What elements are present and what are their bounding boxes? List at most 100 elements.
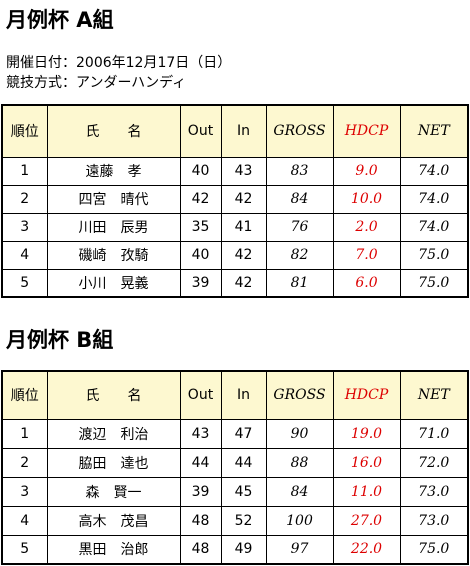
cell: 41 [220,212,267,242]
cell: 40 [179,156,222,186]
header-cell: GROSS [265,104,334,158]
data-row: 1 遠藤 孝 40 43 83 9.0 74.0 [1,156,469,186]
cell: 2 [1,184,48,214]
cell: 42 [220,240,267,270]
cell: 4 [1,505,48,536]
cell: 川田 辰男 [46,212,181,242]
cell: 83 [265,156,334,186]
cell: 42 [220,184,267,214]
cell: 90 [265,418,334,449]
header-cell: HDCP [332,370,401,420]
header-cell: Out [179,370,222,420]
cell: 75.0 [399,268,469,298]
results-table: 順位氏 名 Out In GROSS HDCP NET 1 遠藤 孝 40 43 83 9.0 74.0… [1,104,469,298]
cell: 52 [220,505,267,536]
cell: 3 [1,476,48,507]
header-cell: 順位 [1,104,48,158]
cell: 75.0 [399,534,469,565]
cell: 脇田 達也 [46,447,181,478]
cell: 72.0 [399,447,469,478]
cell: 3 [1,212,48,242]
cell: 84 [265,184,334,214]
header-cell: NET [399,104,469,158]
cell: 45 [220,476,267,507]
cell: 97 [265,534,334,565]
cell: 43 [179,418,222,449]
data-row: 2 脇田 達也 44 44 88 16.0 72.0 [1,447,469,478]
cell: 84 [265,476,334,507]
cell: 19.0 [332,418,401,449]
cell: 48 [179,534,222,565]
cell: 7.0 [332,240,401,270]
data-row: 2 四宮 晴代 42 42 84 10.0 74.0 [1,184,469,214]
cell: 小川 晃義 [46,268,181,298]
cell: 39 [179,476,222,507]
header-cell: HDCP [332,104,401,158]
cell: 74.0 [399,184,469,214]
cell: 49 [220,534,267,565]
cell: 4 [1,240,48,270]
info-line: 競技方式：アンダーハンディ [6,75,187,91]
cell: 10.0 [332,184,401,214]
header-cell: 氏 名 [46,104,181,158]
cell: 森 賢一 [46,476,181,507]
info-line: 開催日付：2006年12月17日（日） [6,55,232,71]
cell: 16.0 [332,447,401,478]
cell: 43 [220,156,267,186]
header-cell: In [220,104,267,158]
cell: 74.0 [399,156,469,186]
cell: 6.0 [332,268,401,298]
header-cell: NET [399,370,469,420]
cell: 73.0 [399,505,469,536]
cell: 高木 茂昌 [46,505,181,536]
cell: 2 [1,447,48,478]
cell: 76 [265,212,334,242]
cell: 2.0 [332,212,401,242]
cell: 5 [1,534,48,565]
header-cell: GROSS [265,370,334,420]
header-row: 順位氏 名 Out In GROSS HDCP NET [1,370,469,420]
cell: 1 [1,418,48,449]
cell: 四宮 晴代 [46,184,181,214]
cell: 100 [265,505,334,536]
cell: 1 [1,156,48,186]
data-row: 3 川田 辰男 35 41 76 2.0 74.0 [1,212,469,242]
cell: 44 [179,447,222,478]
cell: 73.0 [399,476,469,507]
cell: 11.0 [332,476,401,507]
cell: 35 [179,212,222,242]
cell: 74.0 [399,212,469,242]
cell: 71.0 [399,418,469,449]
data-row: 5 小川 晃義 39 42 81 6.0 75.0 [1,268,469,298]
cell: 81 [265,268,334,298]
cell: 磯崎 孜騎 [46,240,181,270]
cell: 42 [220,268,267,298]
cell: 渡辺 利治 [46,418,181,449]
cell: 27.0 [332,505,401,536]
section-title: 月例杯 B組 [6,328,114,352]
header-cell: In [220,370,267,420]
cell: 22.0 [332,534,401,565]
section-title: 月例杯 A組 [6,8,114,32]
cell: 9.0 [332,156,401,186]
cell: 39 [179,268,222,298]
header-cell: 氏 名 [46,370,181,420]
data-row: 5 黒田 治郎 48 49 97 22.0 75.0 [1,534,469,565]
cell: 44 [220,447,267,478]
data-row: 4 磯崎 孜騎 40 42 82 7.0 75.0 [1,240,469,270]
results-table: 順位氏 名 Out In GROSS HDCP NET 1 渡辺 利治 43 47 90 19.0 71… [1,370,469,565]
cell: 40 [179,240,222,270]
cell: 遠藤 孝 [46,156,181,186]
header-row: 順位氏 名 Out In GROSS HDCP NET [1,104,469,158]
cell: 88 [265,447,334,478]
data-row: 4 高木 茂昌 48 52 100 27.0 73.0 [1,505,469,536]
cell: 42 [179,184,222,214]
cell: 75.0 [399,240,469,270]
header-cell: Out [179,104,222,158]
cell: 5 [1,268,48,298]
cell: 47 [220,418,267,449]
cell: 82 [265,240,334,270]
data-row: 1 渡辺 利治 43 47 90 19.0 71.0 [1,418,469,449]
